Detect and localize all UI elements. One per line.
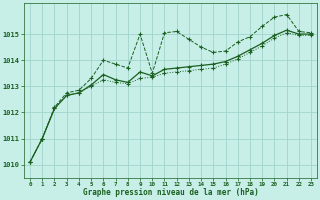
X-axis label: Graphe pression niveau de la mer (hPa): Graphe pression niveau de la mer (hPa) bbox=[83, 188, 259, 197]
